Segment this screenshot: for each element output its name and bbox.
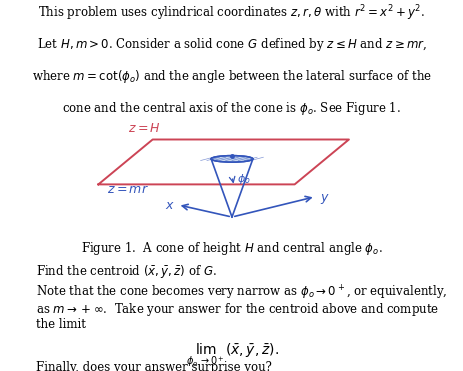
Text: $\phi_o$: $\phi_o$ bbox=[237, 173, 250, 186]
Ellipse shape bbox=[211, 155, 252, 162]
Text: $z = mr$: $z = mr$ bbox=[106, 183, 148, 196]
Text: where $m = \cot(\phi_o)$ and the angle between the lateral surface of the: where $m = \cot(\phi_o)$ and the angle b… bbox=[32, 68, 431, 85]
Text: cone and the central axis of the cone is $\phi_o$. See Figure 1.: cone and the central axis of the cone is… bbox=[63, 100, 400, 117]
Text: $z = H$: $z = H$ bbox=[127, 122, 160, 135]
Text: Figure 1.  A cone of height $H$ and central angle $\phi_o$.: Figure 1. A cone of height $H$ and centr… bbox=[81, 240, 382, 257]
Text: Find the centroid $(\bar{x}, \bar{y}, \bar{z})$ of $G$.: Find the centroid $(\bar{x}, \bar{y}, \b… bbox=[36, 263, 216, 280]
Text: as $m \to +\infty$.  Take your answer for the centroid above and compute: as $m \to +\infty$. Take your answer for… bbox=[36, 301, 438, 318]
Text: Finally, does your answer surprise you?: Finally, does your answer surprise you? bbox=[36, 361, 271, 371]
Text: This problem uses cylindrical coordinates $z, r, \theta$ with $r^2 = x^2 + y^2$.: This problem uses cylindrical coordinate… bbox=[38, 4, 425, 23]
Text: Note that the cone becomes very narrow as $\phi_o \to 0^+$, or equivalently,: Note that the cone becomes very narrow a… bbox=[36, 284, 446, 302]
Text: Let $H, m > 0$. Consider a solid cone $G$ defined by $z \leq H$ and $z \geq mr$,: Let $H, m > 0$. Consider a solid cone $G… bbox=[37, 36, 426, 53]
Text: $x$: $x$ bbox=[165, 199, 175, 212]
Text: the limit: the limit bbox=[36, 318, 85, 331]
Text: $\lim_{\phi_o \to 0^+} (\bar{x}, \bar{y}, \bar{z}).$: $\lim_{\phi_o \to 0^+} (\bar{x}, \bar{y}… bbox=[185, 341, 278, 368]
Text: $y$: $y$ bbox=[319, 192, 329, 206]
